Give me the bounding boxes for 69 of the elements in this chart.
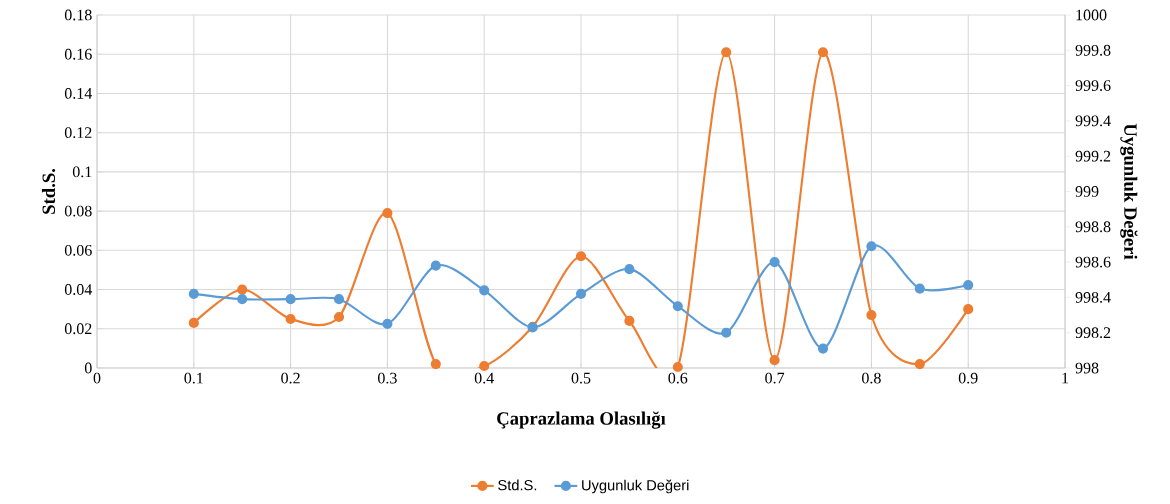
point: [721, 47, 732, 58]
point: [430, 260, 441, 271]
y-tick-label: 0.12: [64, 127, 92, 139]
point: [817, 343, 829, 354]
y2-tick-label: 998.6: [1075, 256, 1111, 268]
y-axis-title: Std.S.: [41, 168, 56, 214]
y-tick-label: 0.04: [64, 284, 93, 295]
point: [333, 311, 345, 323]
point: [914, 283, 925, 294]
y2-tick-label: 999.2: [1075, 150, 1111, 162]
y2-tick-label: 998.4: [1075, 291, 1111, 303]
point: [382, 208, 393, 219]
legend-label: Uygunluk Değeri: [582, 479, 689, 494]
point: [188, 317, 199, 328]
point: [672, 361, 683, 373]
x-tick-label: 1: [1062, 372, 1069, 384]
y2-tick-label: 998.2: [1075, 327, 1111, 339]
y-tick-label: 0.06: [64, 244, 92, 256]
y2-tick-label: 998.8: [1075, 221, 1111, 233]
x-tick-label: 0.3: [378, 372, 397, 384]
point: [479, 285, 490, 296]
point: [672, 301, 683, 312]
y2-tick-label: 1000: [1076, 9, 1107, 21]
y-tick-label: 0.02: [64, 323, 92, 335]
y2-tick-label: 999: [1075, 186, 1099, 197]
x-axis-title: Çaprazlama Olasılığı: [497, 411, 666, 429]
point: [624, 315, 635, 326]
point: [721, 327, 732, 338]
y2-tick-label: 999.6: [1075, 80, 1111, 92]
y2-tick-label: 999.4: [1075, 115, 1111, 127]
point: [624, 264, 635, 275]
legend-label: Std.S.: [498, 479, 537, 491]
point: [866, 241, 877, 252]
point: [430, 359, 441, 370]
x-tick-label: 0.6: [668, 372, 688, 384]
point: [237, 294, 248, 305]
y-tick-label: 0.18: [64, 9, 92, 21]
y-tick-label: 0: [84, 362, 92, 374]
point: [285, 313, 296, 325]
point: [963, 304, 974, 315]
point: [575, 288, 587, 299]
y2-tick-label: 999.8: [1075, 44, 1111, 56]
point: [866, 309, 877, 321]
point: [333, 294, 345, 305]
point: [479, 360, 490, 372]
y-tick-label: 0.16: [64, 48, 92, 60]
point: [285, 294, 296, 305]
point: [769, 257, 780, 268]
x-tick-label: 0: [93, 372, 101, 384]
y-tick-label: 0.14: [64, 88, 93, 99]
point: [914, 359, 925, 370]
x-tick-label: 0.8: [862, 372, 881, 384]
point: [817, 47, 829, 58]
y2-axis-title: Uygunluk Değeri: [1120, 123, 1138, 260]
x-tick-label: 0.7: [765, 372, 785, 384]
point: [769, 355, 780, 366]
x-tick-label: 0.4: [474, 372, 494, 384]
point: [188, 288, 199, 299]
y-tick-label: 0.08: [64, 205, 92, 217]
point: [963, 279, 974, 291]
x-tick-label: 0.1: [184, 372, 203, 384]
point: [382, 318, 393, 329]
x-tick-label: 0.2: [281, 372, 300, 384]
x-tick-label: 0.9: [958, 372, 978, 384]
x-tick-label: 0.5: [571, 372, 591, 384]
point: [575, 251, 587, 262]
y2-tick-label: 998: [1075, 362, 1099, 374]
y-tick-label: 0.1: [72, 166, 92, 178]
point: [237, 284, 248, 295]
